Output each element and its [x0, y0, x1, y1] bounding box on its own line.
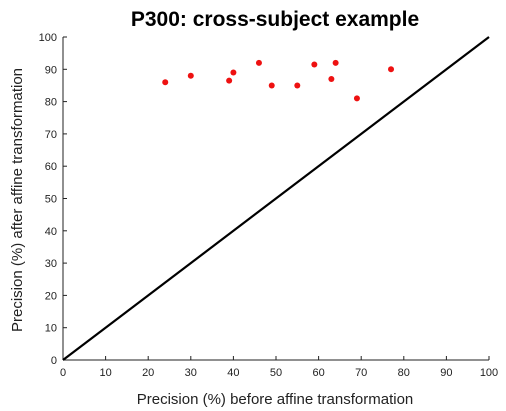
data-point	[353, 95, 360, 102]
x-tick-label: 90	[440, 367, 452, 379]
x-tick-label: 30	[185, 367, 197, 379]
data-point	[311, 61, 318, 68]
y-tick-label: 50	[45, 194, 57, 206]
data-point	[187, 72, 194, 79]
x-tick-label: 60	[312, 367, 324, 379]
x-axis-label: Precision (%) before affine transformati…	[137, 391, 414, 408]
reference-line	[62, 36, 490, 361]
data-point	[328, 75, 335, 82]
reference-line-group	[62, 36, 490, 361]
data-point	[268, 82, 275, 89]
x-tick-label: 70	[355, 367, 367, 379]
x-tick-label: 50	[270, 367, 282, 379]
y-ticks: 0 10 20 30 40 50 60 70 80 90 100	[39, 32, 67, 367]
x-tick-label: 100	[480, 367, 498, 379]
data-point	[162, 79, 169, 86]
y-tick-label: 20	[45, 290, 57, 302]
data-points	[162, 59, 395, 102]
y-axis-label: Precision (%) after affine transformatio…	[9, 68, 26, 332]
data-point	[230, 69, 237, 76]
data-point	[226, 77, 233, 84]
y-tick-label: 30	[45, 258, 57, 270]
y-tick-label: 10	[45, 323, 57, 335]
data-point	[255, 59, 262, 66]
y-tick-label: 0	[51, 355, 57, 367]
y-tick-label: 60	[45, 161, 57, 173]
x-tick-label: 0	[60, 367, 66, 379]
x-tick-label: 10	[99, 367, 111, 379]
y-tick-label: 70	[45, 129, 57, 141]
data-point	[294, 82, 301, 89]
y-tick-label: 40	[45, 226, 57, 238]
chart-title: P300: cross-subject example	[131, 8, 419, 31]
data-point	[388, 66, 395, 73]
x-tick-label: 80	[398, 367, 410, 379]
x-tick-label: 20	[142, 367, 154, 379]
data-point	[332, 59, 339, 66]
x-ticks: 0 10 20 30 40 50 60 70 80 90 100	[60, 356, 498, 379]
y-tick-label: 90	[45, 64, 57, 76]
y-tick-label: 100	[39, 32, 57, 44]
x-tick-label: 40	[227, 367, 239, 379]
y-tick-label: 80	[45, 97, 57, 109]
